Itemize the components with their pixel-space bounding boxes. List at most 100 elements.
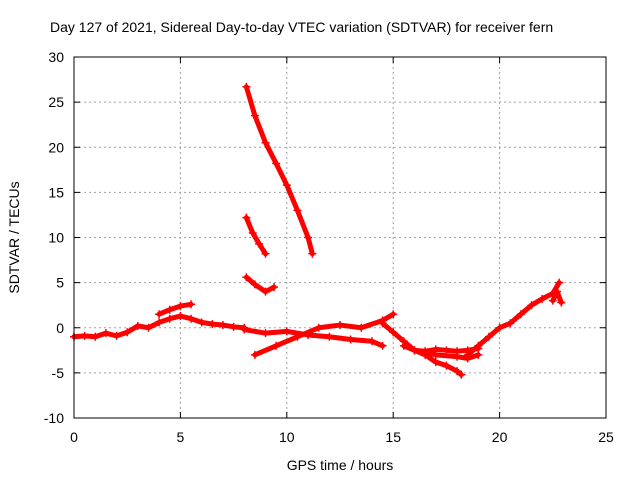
- y-tick-label: 30: [48, 49, 64, 65]
- data-point: [453, 352, 462, 361]
- data-point: [474, 341, 483, 350]
- data-point: [484, 332, 493, 341]
- y-tick-label: -5: [52, 365, 65, 381]
- series-trace-5: [242, 273, 279, 296]
- data-point: [474, 350, 483, 359]
- data-point: [548, 296, 557, 305]
- data-point: [112, 331, 121, 340]
- data-point: [155, 310, 164, 319]
- data-point: [282, 327, 291, 336]
- data-point: [557, 298, 566, 307]
- y-axis-title: SDTVAR / TECUs: [6, 181, 22, 293]
- y-tick-label: 25: [48, 94, 64, 110]
- data-point: [261, 249, 270, 258]
- y-tick-label: 0: [56, 320, 64, 336]
- data-point: [242, 273, 251, 282]
- data-point: [293, 332, 302, 341]
- data-point: [255, 239, 264, 248]
- data-point: [270, 283, 279, 292]
- grid-layer: [74, 57, 606, 418]
- data-point: [453, 367, 462, 376]
- data-point: [242, 82, 251, 91]
- data-point: [261, 287, 270, 296]
- chart-title: Day 127 of 2021, Sidereal Day-to-day VTE…: [50, 19, 553, 35]
- series-line: [465, 280, 562, 358]
- data-point: [208, 320, 217, 329]
- data-point: [527, 301, 536, 310]
- y-tick-label: -10: [44, 410, 64, 426]
- series-line: [252, 311, 396, 358]
- data-point: [378, 319, 387, 328]
- y-tick-label: 5: [56, 275, 64, 291]
- data-point: [80, 331, 89, 340]
- data-point: [91, 332, 100, 341]
- data-point: [248, 228, 257, 237]
- y-tick-label: 20: [48, 139, 64, 155]
- data-point: [165, 314, 174, 323]
- data-point: [229, 322, 238, 331]
- data-point: [144, 323, 153, 332]
- data-point: [346, 335, 355, 344]
- data-point: [272, 341, 281, 350]
- data-point: [506, 319, 515, 328]
- data-point: [442, 361, 451, 370]
- series-line: [243, 274, 277, 295]
- x-tick-label: 10: [279, 429, 295, 445]
- series-line: [243, 215, 269, 257]
- data-point: [272, 159, 281, 168]
- series-trace-4: [242, 213, 270, 258]
- data-point: [357, 323, 366, 332]
- series-trace-7: [250, 310, 398, 359]
- data-point: [431, 350, 440, 359]
- data-point: [250, 111, 259, 120]
- data-point: [516, 310, 525, 319]
- data-point: [389, 328, 398, 337]
- data-point: [155, 318, 164, 327]
- data-point: [187, 300, 196, 309]
- series-trace-11: [463, 278, 564, 359]
- y-tick-label: 10: [48, 230, 64, 246]
- series-trace-12: [548, 287, 566, 307]
- data-point: [304, 233, 313, 242]
- data-point: [187, 314, 196, 323]
- data-point: [389, 310, 398, 319]
- tick-layer: 0 5 10 15 20 25 -10 -5 0 5 10 15 20 25 30: [44, 49, 614, 445]
- data-point: [293, 206, 302, 215]
- data-point: [442, 346, 451, 355]
- x-tick-label: 25: [598, 429, 614, 445]
- data-point: [431, 358, 440, 367]
- y-tick-label: 15: [48, 184, 64, 200]
- x-tick-label: 15: [385, 429, 401, 445]
- data-point: [553, 287, 562, 296]
- x-tick-label: 20: [492, 429, 508, 445]
- data-point: [538, 294, 547, 303]
- data-point: [495, 323, 504, 332]
- data-point: [399, 341, 408, 350]
- data-point: [123, 328, 132, 337]
- series-trace-3: [242, 82, 317, 258]
- data-point: [367, 337, 376, 346]
- data-point: [261, 138, 270, 147]
- data-point: [261, 329, 270, 338]
- data-point: [176, 312, 185, 321]
- data-point: [410, 346, 419, 355]
- data-point: [176, 302, 185, 311]
- series-trace-1: [70, 312, 249, 341]
- data-point: [133, 321, 142, 330]
- plot-layer: [70, 82, 566, 379]
- data-point: [250, 350, 259, 359]
- data-point: [314, 323, 323, 332]
- data-point: [242, 213, 251, 222]
- data-point: [250, 280, 259, 289]
- data-point: [378, 341, 387, 350]
- data-point: [197, 318, 206, 327]
- data-point: [218, 321, 227, 330]
- x-tick-label: 5: [177, 429, 185, 445]
- data-point: [325, 332, 334, 341]
- data-point: [457, 370, 466, 379]
- series-line: [243, 84, 315, 257]
- data-point: [240, 325, 249, 334]
- data-point: [101, 329, 110, 338]
- data-point: [463, 350, 472, 359]
